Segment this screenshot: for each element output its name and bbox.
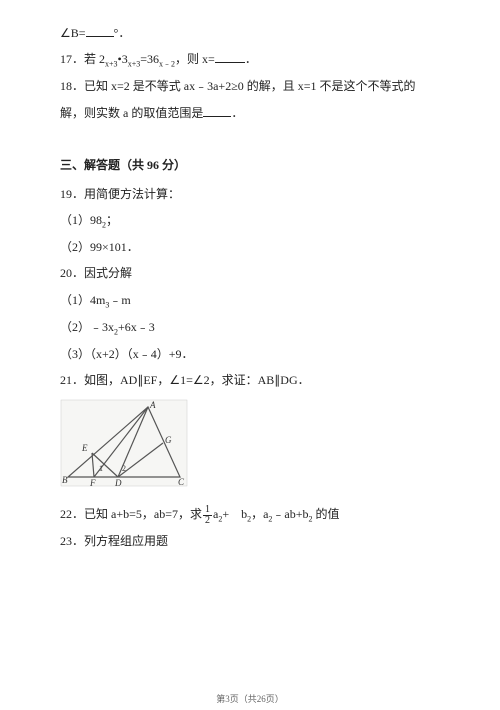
q22-t6: 的值 bbox=[313, 507, 340, 521]
q20-p1a: （1）4m bbox=[60, 293, 105, 307]
q18-text2: 解，则实数 a 的取值范围是 bbox=[60, 106, 203, 120]
q17-suffix: ． bbox=[245, 52, 257, 66]
q20-num: 20． bbox=[60, 266, 84, 280]
q16-prefix: ∠B= bbox=[60, 26, 86, 40]
q21-figure: A B C D E F G 1 2 bbox=[60, 399, 445, 496]
footer-a: 第 bbox=[216, 694, 225, 704]
q18-suffix: ． bbox=[231, 106, 243, 120]
q19-num: 19． bbox=[60, 187, 84, 201]
exam-page: ∠B=°． 17．若 2x+3•3x+3=36x﹣2，则 x=． 18．已知 x… bbox=[0, 0, 500, 554]
q20-part1: （1）4m3﹣m bbox=[60, 287, 445, 314]
q22-t4: ，a bbox=[251, 507, 268, 521]
q19-p1a: （1）98 bbox=[60, 213, 102, 227]
q16-blank bbox=[86, 25, 114, 37]
q20-part3: （3）（x+2）（x﹣4）+9． bbox=[60, 341, 445, 367]
q17-exp3: x﹣2 bbox=[159, 60, 175, 69]
q17-exp1: x+3 bbox=[105, 60, 118, 69]
q20-p2a: （2）﹣3x bbox=[60, 320, 114, 334]
q19-title: 19．用简便方法计算： bbox=[60, 181, 445, 207]
q18-blank bbox=[203, 105, 231, 117]
footer-d: 26 bbox=[257, 694, 266, 704]
q20-p1c: ﹣m bbox=[109, 293, 130, 307]
q17-t3: =36 bbox=[140, 52, 159, 66]
q22-frac: 1 2 bbox=[203, 505, 212, 526]
label-D: D bbox=[114, 478, 122, 487]
q17-line: 17．若 2x+3•3x+3=36x﹣2，则 x=． bbox=[60, 46, 445, 73]
q17-t2: •3 bbox=[118, 52, 128, 66]
q22-line: 22．已知 a+b=5，ab=7，求 1 2 a2+ b2，a2﹣ab+b2 的… bbox=[60, 501, 445, 528]
q23-text: 列方程组应用题 bbox=[84, 534, 168, 548]
q18-line1: 18．已知 x=2 是不等式 ax﹣3a+2≥0 的解，且 x=1 不是这个不等… bbox=[60, 73, 445, 99]
q17-t4: ，则 x= bbox=[175, 52, 215, 66]
q22-t3: + b bbox=[222, 507, 247, 521]
q21-num: 21． bbox=[60, 373, 84, 387]
q19-p1c: ； bbox=[106, 213, 118, 227]
q16-suffix: °． bbox=[114, 26, 131, 40]
frac-num: 1 bbox=[203, 505, 212, 516]
q23-line: 23．列方程组应用题 bbox=[60, 528, 445, 554]
frac-den: 2 bbox=[203, 516, 212, 526]
q17-t1: 若 2 bbox=[84, 52, 105, 66]
label-2: 2 bbox=[122, 464, 126, 473]
section-3-heading: 三、解答题（共 96 分） bbox=[60, 152, 445, 178]
q21-line: 21．如图，AD∥EF，∠1=∠2，求证：AB∥DG． bbox=[60, 367, 445, 393]
label-1: 1 bbox=[99, 464, 103, 473]
label-F: F bbox=[89, 478, 96, 487]
q23-num: 23． bbox=[60, 534, 84, 548]
label-B: B bbox=[62, 475, 68, 485]
q19-part1: （1）982； bbox=[60, 207, 445, 234]
q19-text: 用简便方法计算： bbox=[84, 187, 180, 201]
q20-title: 20．因式分解 bbox=[60, 260, 445, 286]
q20-part2: （2）﹣3x2+6x﹣3 bbox=[60, 314, 445, 341]
footer-e: 页） bbox=[266, 694, 284, 704]
q20-text: 因式分解 bbox=[84, 266, 132, 280]
label-G: G bbox=[165, 435, 172, 445]
footer-c: 页（共 bbox=[230, 694, 257, 704]
q17-exp2: x+3 bbox=[128, 60, 141, 69]
label-E: E bbox=[81, 443, 88, 453]
q18-text1: 已知 x=2 是不等式 ax﹣3a+2≥0 的解，且 x=1 不是这个不等式的 bbox=[84, 79, 416, 93]
q19-part2: （2）99×101． bbox=[60, 234, 445, 260]
triangle-diagram-svg: A B C D E F G 1 2 bbox=[60, 399, 188, 487]
label-A: A bbox=[149, 400, 156, 410]
q22-t1: 已知 a+b=5，ab=7，求 bbox=[84, 507, 202, 521]
q17-blank bbox=[215, 52, 245, 64]
q18-num: 18． bbox=[60, 79, 84, 93]
q16-line: ∠B= °． bbox=[60, 20, 445, 46]
q18-line2: 解，则实数 a 的取值范围是 ． bbox=[60, 100, 445, 126]
q20-p2c: +6x﹣3 bbox=[118, 320, 155, 334]
q22-num: 22． bbox=[60, 507, 84, 521]
label-C: C bbox=[178, 477, 185, 487]
q17-num: 17． bbox=[60, 52, 84, 66]
q21-text: 如图，AD∥EF，∠1=∠2，求证：AB∥DG． bbox=[84, 373, 310, 387]
q22-t5: ﹣ab+b bbox=[272, 507, 308, 521]
